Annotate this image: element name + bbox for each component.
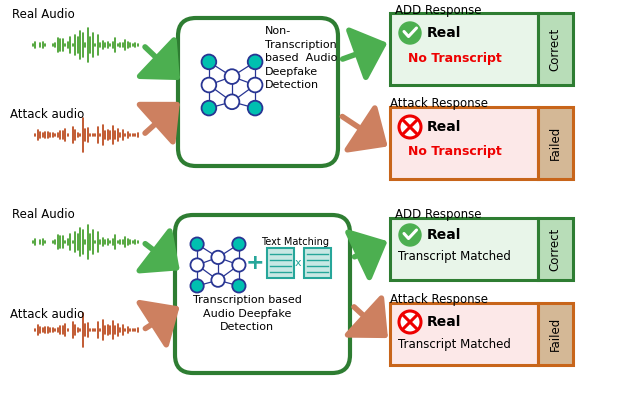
Bar bbox=[267, 248, 294, 278]
Circle shape bbox=[225, 94, 239, 109]
Circle shape bbox=[211, 273, 225, 287]
Text: Correct: Correct bbox=[548, 28, 561, 70]
Text: x: x bbox=[294, 258, 301, 268]
Text: Real Audio: Real Audio bbox=[12, 208, 75, 221]
Circle shape bbox=[232, 279, 246, 292]
Text: Real: Real bbox=[427, 26, 461, 40]
Text: ADD Response: ADD Response bbox=[395, 208, 481, 221]
Circle shape bbox=[248, 55, 262, 69]
Circle shape bbox=[225, 69, 239, 84]
Bar bbox=[390, 303, 538, 365]
Text: No Transcript: No Transcript bbox=[408, 145, 502, 158]
Bar bbox=[538, 107, 573, 179]
Bar bbox=[390, 218, 538, 280]
FancyBboxPatch shape bbox=[175, 215, 350, 373]
Circle shape bbox=[399, 311, 421, 333]
Circle shape bbox=[202, 101, 216, 115]
FancyBboxPatch shape bbox=[178, 18, 338, 166]
Text: Text Matching: Text Matching bbox=[261, 237, 329, 247]
Bar bbox=[390, 13, 538, 85]
Text: Failed: Failed bbox=[548, 126, 561, 160]
Text: +: + bbox=[246, 253, 264, 273]
Text: Real Audio: Real Audio bbox=[12, 8, 75, 21]
Bar bbox=[538, 13, 573, 85]
Bar bbox=[304, 248, 331, 278]
Text: Real: Real bbox=[427, 315, 461, 329]
Bar bbox=[538, 303, 573, 365]
Circle shape bbox=[248, 101, 262, 115]
Text: Transcript Matched: Transcript Matched bbox=[398, 250, 511, 263]
Bar bbox=[538, 218, 573, 280]
Text: Attack Response: Attack Response bbox=[390, 97, 488, 110]
Text: No Transcript: No Transcript bbox=[408, 52, 502, 65]
Text: Real: Real bbox=[427, 120, 461, 134]
Circle shape bbox=[399, 116, 421, 138]
Text: Non-
Transcription
based  Audio
Deepfake
Detection: Non- Transcription based Audio Deepfake … bbox=[265, 26, 337, 90]
Text: ADD Response: ADD Response bbox=[395, 4, 481, 17]
Circle shape bbox=[232, 237, 246, 251]
Circle shape bbox=[232, 258, 246, 272]
Circle shape bbox=[191, 258, 204, 272]
Circle shape bbox=[211, 251, 225, 264]
Text: Attack audio: Attack audio bbox=[10, 308, 84, 321]
Circle shape bbox=[202, 55, 216, 69]
Text: Attack audio: Attack audio bbox=[10, 108, 84, 121]
Text: Transcription based
Audio Deepfake
Detection: Transcription based Audio Deepfake Detec… bbox=[193, 295, 301, 332]
Circle shape bbox=[248, 78, 262, 92]
Circle shape bbox=[202, 78, 216, 92]
Circle shape bbox=[399, 22, 421, 44]
Circle shape bbox=[399, 224, 421, 246]
Text: Failed: Failed bbox=[548, 317, 561, 351]
Text: Real: Real bbox=[427, 228, 461, 242]
Circle shape bbox=[191, 237, 204, 251]
Circle shape bbox=[191, 279, 204, 292]
Text: Transcript Matched: Transcript Matched bbox=[398, 338, 511, 351]
Text: Correct: Correct bbox=[548, 227, 561, 271]
Bar bbox=[390, 107, 538, 179]
Text: Attack Response: Attack Response bbox=[390, 293, 488, 306]
